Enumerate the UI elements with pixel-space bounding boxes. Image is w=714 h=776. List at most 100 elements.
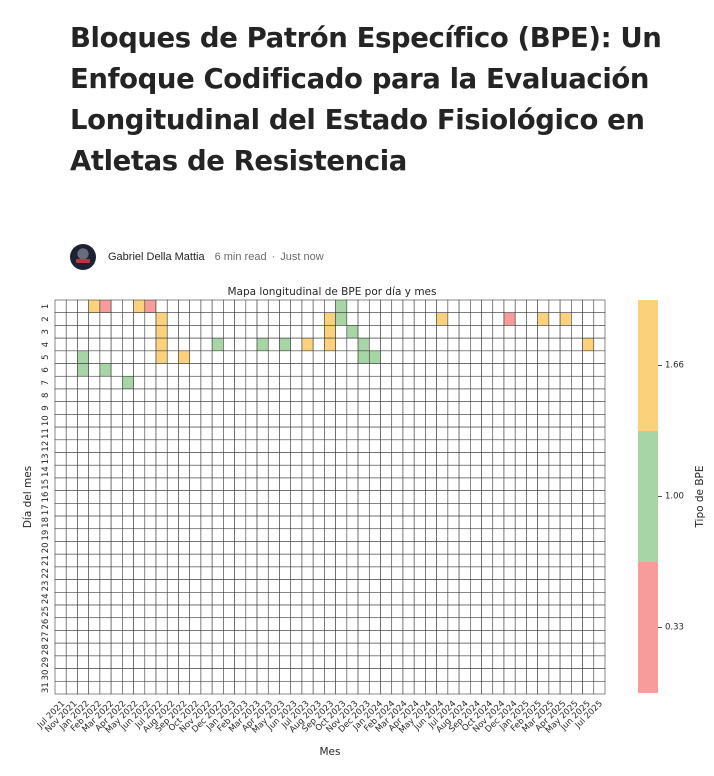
- author-avatar[interactable]: [70, 244, 96, 270]
- heatmap-cell: [65, 350, 78, 364]
- heatmap-cell: [559, 464, 572, 479]
- heatmap-cell: [346, 566, 359, 580]
- heatmap-cell: [548, 617, 561, 631]
- heatmap-cell: [223, 350, 235, 364]
- heatmap-cell: [458, 375, 471, 390]
- heatmap-cell: [144, 350, 157, 364]
- heatmap-cell: [470, 553, 482, 568]
- heatmap-cell: [223, 312, 235, 326]
- heatmap-cell: [65, 604, 78, 619]
- heatmap-cell: [571, 566, 583, 580]
- heatmap-cell: [267, 579, 280, 593]
- heatmap-cell: [391, 503, 404, 517]
- author-name[interactable]: Gabriel Della Mattia: [108, 251, 205, 263]
- heatmap-cell: [582, 528, 595, 542]
- heatmap-cell: [110, 439, 123, 453]
- heatmap-cell: [144, 299, 157, 314]
- heatmap-cell: [514, 630, 527, 644]
- heatmap-cell: [144, 592, 157, 606]
- heatmap-cell: [166, 503, 179, 517]
- heatmap-cell: [65, 312, 78, 326]
- heatmap-cell: [290, 579, 303, 593]
- heatmap-cell: [65, 642, 78, 657]
- heatmap-cell: [189, 490, 202, 504]
- heatmap-cell: [380, 388, 393, 402]
- heatmap-cell: [413, 490, 426, 504]
- heatmap-cell: [458, 477, 471, 491]
- heatmap-cell: [492, 414, 505, 428]
- heatmap-cell: [481, 337, 494, 352]
- heatmap-cell: [99, 452, 112, 466]
- heatmap-cell: [436, 388, 449, 402]
- heatmap-cell: [458, 439, 471, 453]
- heatmap-cell: [223, 452, 235, 466]
- heatmap-cell: [279, 668, 292, 682]
- heatmap-cell: [346, 579, 359, 593]
- heatmap-cell: [245, 414, 258, 428]
- heatmap-cell: [380, 668, 393, 682]
- colorbar-segment: [638, 562, 658, 693]
- heatmap-cell: [88, 668, 101, 682]
- heatmap-cell: [290, 592, 303, 606]
- heatmap-cell: [436, 604, 449, 619]
- heatmap-cell: [357, 592, 370, 606]
- heatmap-cell: [357, 541, 370, 555]
- heatmap-cell: [335, 363, 348, 377]
- heatmap-cell: [110, 414, 123, 428]
- heatmap-cell: [312, 566, 325, 580]
- heatmap-cell: [99, 668, 112, 682]
- heatmap-cell: [503, 604, 516, 619]
- heatmap-cell: [267, 566, 280, 580]
- heatmap-cell: [436, 363, 449, 377]
- heatmap-cell: [582, 401, 595, 415]
- heatmap-cell: [110, 375, 123, 390]
- heatmap-cell: [537, 630, 550, 644]
- heatmap-cell: [77, 566, 89, 580]
- heatmap-cell: [200, 642, 213, 657]
- heatmap-cell: [357, 566, 370, 580]
- heatmap-cell: [582, 579, 595, 593]
- heatmap-cell: [245, 579, 258, 593]
- heatmap-cell: [324, 630, 336, 644]
- heatmap-cell: [110, 604, 123, 619]
- heatmap-cell: [559, 312, 572, 326]
- heatmap-cell: [290, 388, 303, 402]
- heatmap-cell: [571, 490, 583, 504]
- heatmap-cell: [234, 464, 247, 479]
- heatmap-cell: [122, 490, 134, 504]
- heatmap-cell: [178, 388, 190, 402]
- post-time: Just now: [280, 251, 324, 263]
- heatmap-cell: [245, 566, 258, 580]
- heatmap-cell: [593, 312, 606, 326]
- heatmap-cell: [166, 642, 179, 657]
- heatmap-cell: [514, 439, 527, 453]
- heatmap-cell: [380, 312, 393, 326]
- heatmap-cell: [402, 414, 415, 428]
- heatmap-cell: [256, 325, 269, 339]
- heatmap-cell: [391, 477, 404, 491]
- heatmap-cell: [470, 452, 482, 466]
- heatmap-cell: [402, 668, 415, 682]
- heatmap-cell: [312, 477, 325, 491]
- heatmap-cell: [77, 401, 89, 415]
- heatmap-cell: [559, 566, 572, 580]
- heatmap-cell: [189, 541, 202, 555]
- heatmap-cell: [267, 312, 280, 326]
- heatmap-cell: [77, 604, 89, 619]
- heatmap-cell: [200, 414, 213, 428]
- heatmap-cell: [571, 452, 583, 466]
- heatmap-cell: [593, 426, 606, 441]
- heatmap-cell: [425, 668, 437, 682]
- heatmap-cell: [514, 452, 527, 466]
- heatmap-cell: [65, 401, 78, 415]
- heatmap-cell: [447, 452, 460, 466]
- heatmap-cell: [77, 439, 89, 453]
- heatmap-cell: [122, 655, 134, 669]
- heatmap-cell: [312, 388, 325, 402]
- heatmap-cell: [178, 541, 190, 555]
- heatmap-cell: [256, 337, 269, 352]
- heatmap-cell: [312, 642, 325, 657]
- heatmap-cell: [54, 541, 67, 555]
- heatmap-cell: [133, 668, 146, 682]
- heatmap-cell: [312, 490, 325, 504]
